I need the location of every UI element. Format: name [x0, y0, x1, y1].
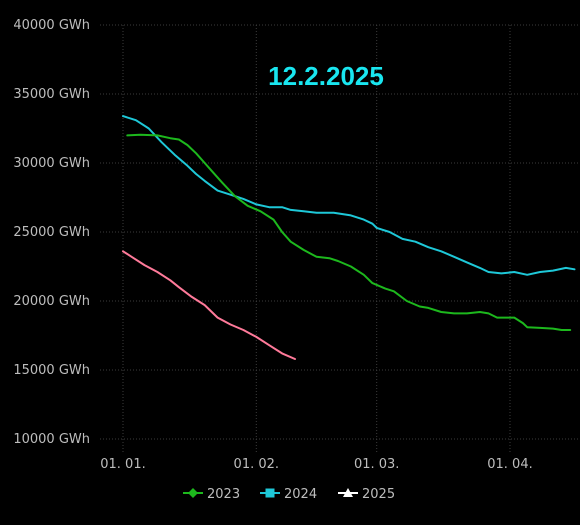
x-tick-label: 01. 01.: [100, 457, 145, 472]
triangle-marker-icon: [343, 488, 353, 497]
legend-item-2024[interactable]: 2024: [260, 487, 317, 502]
x-axis: 01. 01. 01. 02. 01. 03. 01. 04.: [100, 457, 532, 472]
y-tick-label: 40000 GWh: [13, 18, 90, 33]
legend-label: 2025: [362, 487, 395, 502]
y-tick-label: 30000 GWh: [13, 156, 90, 171]
series-line-2024: [122, 115, 576, 276]
diamond-marker-icon: [188, 488, 198, 498]
legend-item-2025[interactable]: 2025: [338, 487, 395, 502]
legend-label: 2024: [284, 487, 317, 502]
legend-item-2023[interactable]: 2023: [183, 487, 240, 502]
series-lines: [122, 115, 576, 360]
legend-label: 2023: [207, 487, 240, 502]
x-tick-label: 01. 03.: [354, 457, 399, 472]
x-tick-label: 01. 04.: [487, 457, 532, 472]
y-axis: 10000 GWh 15000 GWh 20000 GWh 25000 GWh 3000…: [13, 18, 90, 447]
y-tick-label: 35000 GWh: [13, 87, 90, 102]
x-tick-label: 01. 02.: [234, 457, 279, 472]
series-line-2025: [122, 250, 296, 360]
chart-title: 12.2.2025: [268, 61, 384, 91]
y-tick-label: 25000 GWh: [13, 225, 90, 240]
y-tick-label: 20000 GWh: [13, 294, 90, 309]
legend[interactable]: 2023 2024 2025: [183, 487, 395, 502]
series-line-2023: [126, 133, 572, 331]
square-marker-icon: [265, 488, 275, 498]
y-tick-label: 10000 GWh: [13, 432, 90, 447]
y-tick-label: 15000 GWh: [13, 363, 90, 378]
gridlines: [100, 24, 580, 452]
